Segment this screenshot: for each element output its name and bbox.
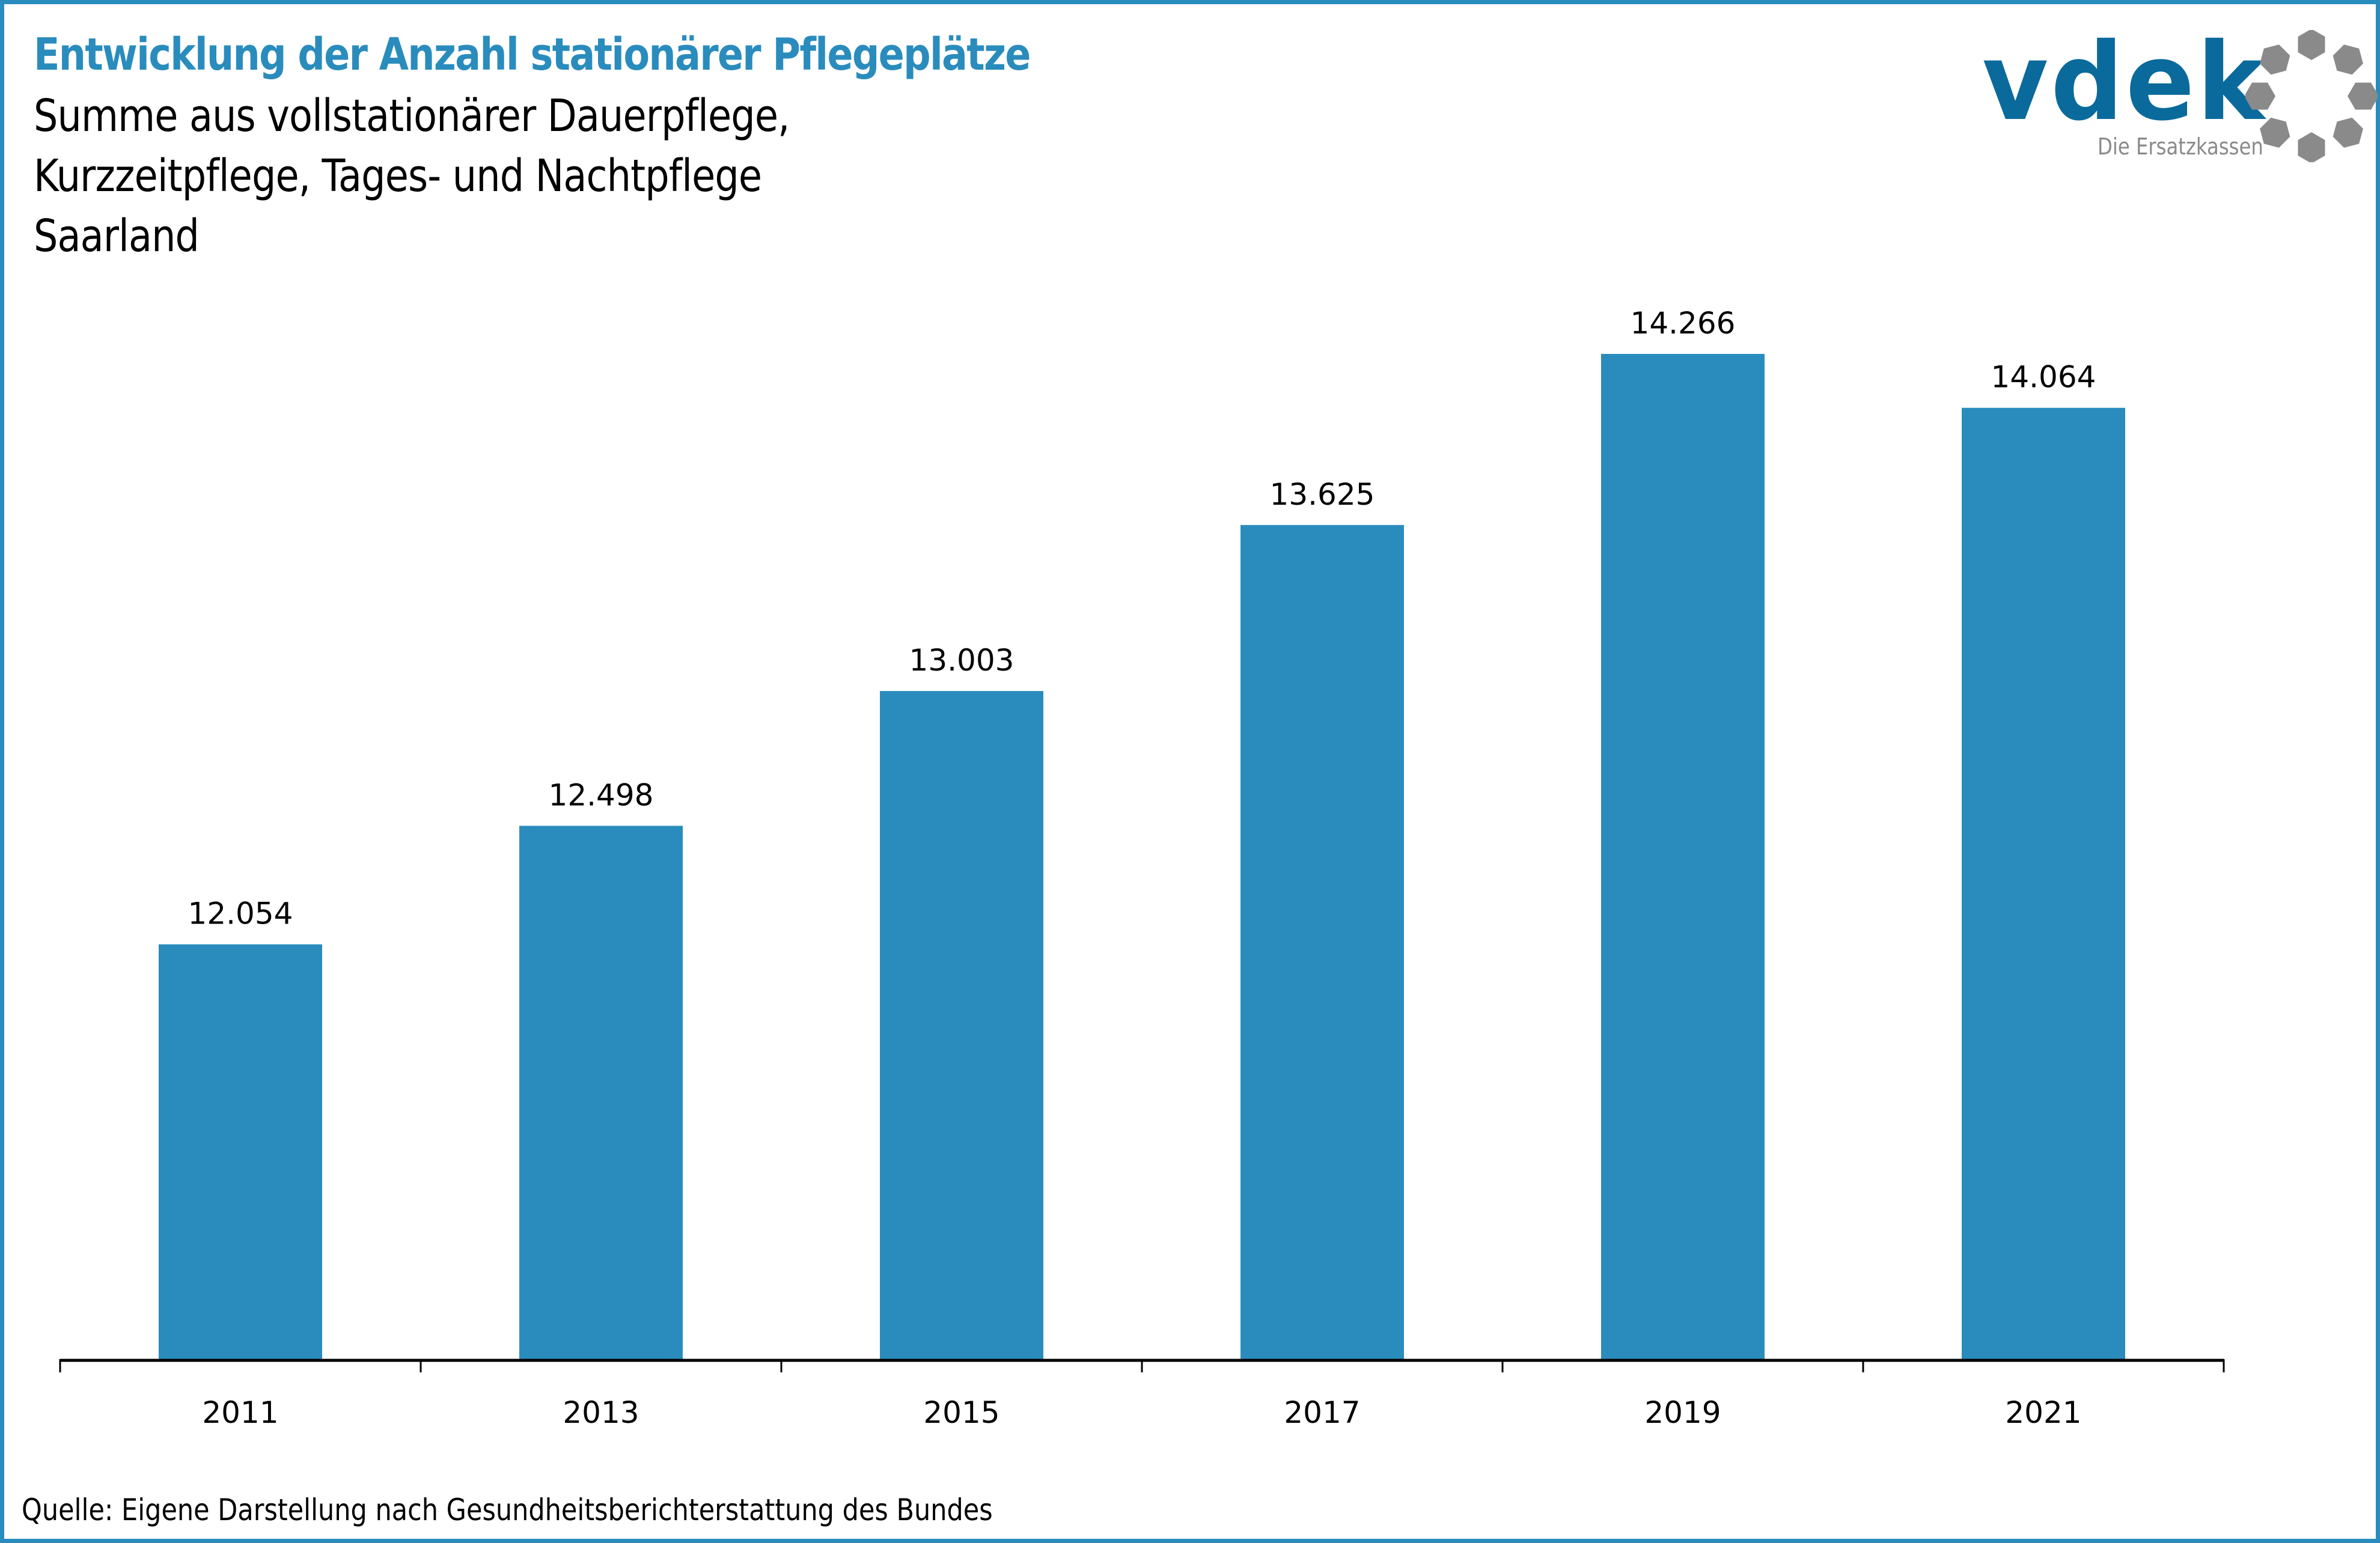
- x-axis-label-2013: 2013: [563, 1395, 639, 1430]
- chart-subtitle-line-2: Kurzzeitpflege, Tages- und Nachtpflege: [34, 150, 762, 202]
- logo-ring-dot: [2333, 44, 2363, 75]
- logo-ring-dot: [2348, 82, 2378, 110]
- value-label-2011: 12.054: [188, 896, 293, 931]
- logo-ring-dot: [2260, 117, 2290, 148]
- bar-2015: [880, 691, 1043, 1359]
- bar-2017: [1240, 525, 1404, 1359]
- x-axis-label-2019: 2019: [1644, 1395, 1721, 1430]
- logo-wordmark: vdek: [1982, 20, 2267, 144]
- ring-of-dots-icon: [2245, 30, 2378, 162]
- x-axis-label-2015: 2015: [923, 1395, 999, 1430]
- value-label-2017: 13.625: [1270, 477, 1375, 512]
- chart-title: Entwicklung der Anzahl stationärer Pfleg…: [34, 29, 1031, 81]
- logo-ring-dot: [2298, 132, 2325, 162]
- bar-2013: [519, 826, 683, 1359]
- logo-ring-dot: [2245, 82, 2275, 110]
- logo-ring-dot: [2298, 30, 2325, 60]
- chart-subtitle-line-1: Summe aus vollstationärer Dauerpflege,: [34, 90, 790, 142]
- logo-ring-dot: [2260, 44, 2290, 75]
- source-note: Quelle: Eigene Darstellung nach Gesundhe…: [22, 1493, 993, 1527]
- x-axis-label-2011: 2011: [202, 1395, 278, 1430]
- x-axis-labels-group: 2011 2013 2015 2017 2019 2021: [202, 1395, 2081, 1430]
- x-axis-label-2017: 2017: [1284, 1395, 1360, 1430]
- value-label-2015: 13.003: [909, 643, 1015, 678]
- chart-subtitle-line-3: Saarland: [34, 210, 200, 262]
- value-labels-group: 12.054 12.498 13.003 13.625 14.266 14.064: [188, 306, 2096, 931]
- logo-ring-dot: [2333, 117, 2363, 148]
- x-axis-label-2021: 2021: [2005, 1395, 2081, 1430]
- x-axis-ticks-group: [59, 1359, 2225, 1372]
- bars-group: [159, 354, 2125, 1359]
- value-label-2019: 14.266: [1631, 306, 1736, 341]
- bar-2011: [159, 944, 322, 1359]
- vdek-logo: vdek Die Ersatzkassen: [1977, 20, 2378, 168]
- bar-2021: [1962, 407, 2125, 1359]
- bar-2019: [1601, 354, 1765, 1359]
- value-label-2013: 12.498: [549, 778, 654, 812]
- logo-tagline: Die Ersatzkassen: [2098, 133, 2263, 160]
- value-label-2021: 14.064: [1991, 360, 2096, 395]
